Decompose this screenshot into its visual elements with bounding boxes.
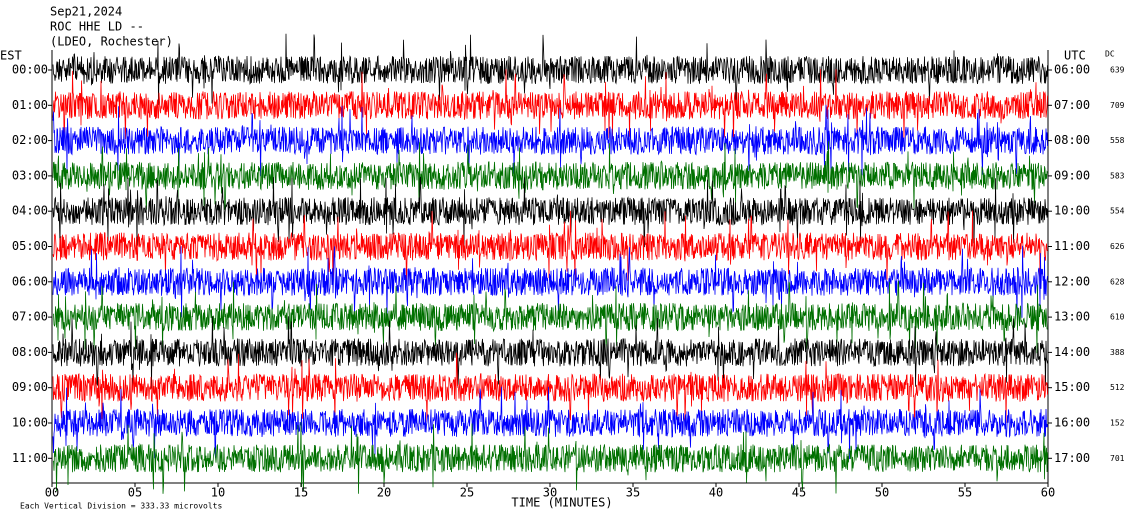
left-time-label: 01:00 <box>12 98 48 112</box>
trace <box>53 280 1048 354</box>
dc-value: 512 <box>1110 383 1125 392</box>
left-time-label: 04:00 <box>12 204 48 218</box>
right-axis-label: UTC <box>1064 49 1086 63</box>
x-tick-label: 10 <box>211 486 225 500</box>
x-tick-label: 35 <box>626 486 640 500</box>
x-tick-label: 05 <box>128 486 142 500</box>
dc-value: 558 <box>1110 136 1125 145</box>
trace <box>52 316 1048 389</box>
right-time-label: 07:00 <box>1054 98 1090 112</box>
right-time-label: 10:00 <box>1054 204 1090 218</box>
x-tick-label: 40 <box>709 486 723 500</box>
title-line: (LDEO, Rochester) <box>50 35 173 49</box>
right-time-label: 09:00 <box>1054 168 1090 182</box>
x-tick-label: 25 <box>460 486 474 500</box>
left-time-label: 02:00 <box>12 133 48 147</box>
x-tick-label: 30 <box>543 486 557 500</box>
x-tick-label: 45 <box>792 486 806 500</box>
dc-value: 388 <box>1110 348 1125 357</box>
left-time-label: 03:00 <box>12 168 48 182</box>
left-time-label: 00:00 <box>12 63 48 77</box>
right-time-label: 12:00 <box>1054 274 1090 288</box>
left-time-label: 11:00 <box>12 451 48 465</box>
right-time-label: 06:00 <box>1054 63 1090 77</box>
footnote: Each Vertical Division = 333.33 microvol… <box>20 502 222 511</box>
trace <box>52 33 1048 106</box>
right-time-label: 13:00 <box>1054 310 1090 324</box>
x-tick-label: 20 <box>377 486 391 500</box>
dc-value: 610 <box>1110 313 1125 322</box>
dc-value: 152 <box>1110 419 1125 428</box>
right-time-label: 17:00 <box>1054 451 1090 465</box>
trace <box>52 352 1048 424</box>
left-axis-label: EST <box>0 49 22 63</box>
right-time-label: 16:00 <box>1054 416 1090 430</box>
traces <box>52 33 1048 494</box>
x-tick-label: 15 <box>294 486 308 500</box>
right-time-label: 08:00 <box>1054 133 1090 147</box>
trace <box>52 176 1048 248</box>
dc-value: 626 <box>1110 242 1125 251</box>
dc-value: 701 <box>1110 454 1125 463</box>
x-axis-label: TIME (MINUTES) <box>511 496 612 510</box>
x-tick-label: 50 <box>875 486 889 500</box>
left-time-label: 05:00 <box>12 239 48 253</box>
dc-value: 628 <box>1110 277 1125 286</box>
right-time-label: 11:00 <box>1054 239 1090 253</box>
right-time-label: 14:00 <box>1054 345 1090 359</box>
x-tick-label: 60 <box>1041 486 1055 500</box>
trace <box>52 69 1048 142</box>
dc-value: 639 <box>1110 66 1125 75</box>
trace <box>52 386 1048 460</box>
left-time-label: 06:00 <box>12 274 48 288</box>
left-time-label: 08:00 <box>12 345 48 359</box>
title-line: ROC HHE LD -- <box>50 20 144 34</box>
x-tick-label: 00 <box>45 486 59 500</box>
left-time-label: 07:00 <box>12 310 48 324</box>
dc-label: DC <box>1105 50 1115 59</box>
left-time-label: 09:00 <box>12 380 48 394</box>
dc-value: 554 <box>1110 207 1125 216</box>
trace <box>52 210 1048 282</box>
trace <box>52 141 1048 211</box>
dc-value: 583 <box>1110 171 1125 180</box>
title-line: Sep21,2024 <box>50 5 122 19</box>
left-time-label: 10:00 <box>12 416 48 430</box>
trace <box>52 104 1048 177</box>
dc-value: 709 <box>1110 101 1125 110</box>
right-time-label: 15:00 <box>1054 380 1090 394</box>
x-tick-label: 55 <box>958 486 972 500</box>
trace <box>52 245 1048 318</box>
trace <box>52 422 1048 494</box>
